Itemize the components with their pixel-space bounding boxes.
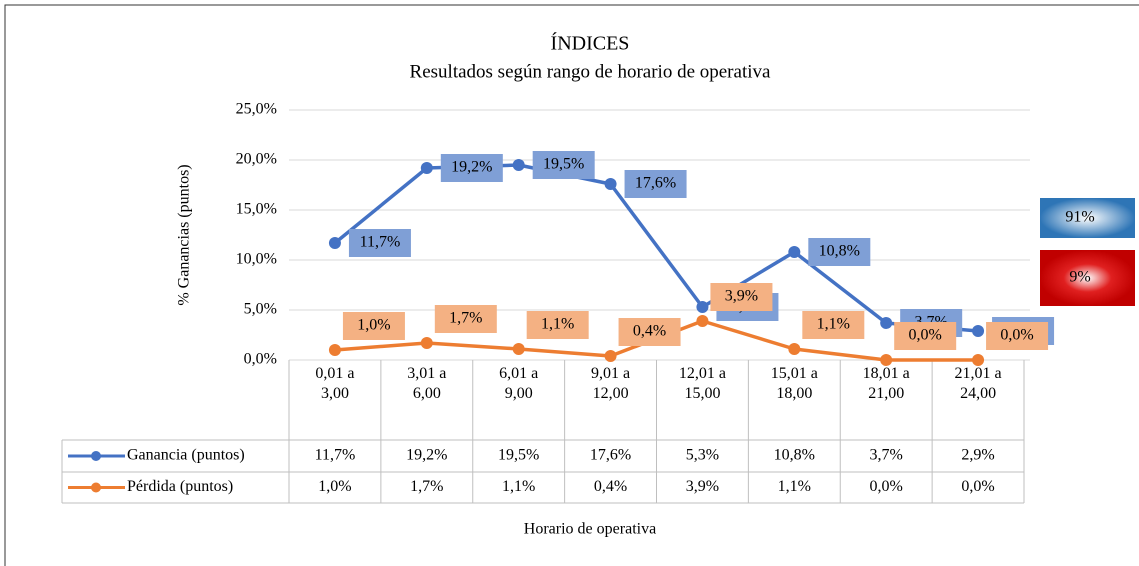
data-label-box — [808, 238, 871, 266]
data-label: 1,0% — [357, 317, 390, 334]
marker — [972, 354, 985, 366]
x-tick-label: 6,01 a 9,00 — [499, 365, 539, 402]
y-tick-label: 20,0% — [236, 151, 277, 168]
marker — [788, 246, 801, 258]
marker — [420, 162, 433, 174]
table-cell: 1,1% — [502, 478, 535, 495]
y-tick-label: 0,0% — [244, 351, 277, 368]
data-label: 10,8% — [819, 243, 860, 260]
data-label: 1,7% — [449, 310, 482, 327]
chart-subtitle: Resultados según rango de horario de ope… — [410, 61, 771, 82]
marker — [328, 344, 341, 356]
table-cell: 19,5% — [498, 447, 539, 464]
data-label-box — [342, 312, 405, 340]
data-label-box — [624, 170, 687, 198]
x-tick-label: 3,01 a 6,00 — [407, 365, 447, 402]
data-label-box — [526, 311, 589, 339]
marker — [880, 317, 893, 329]
table-cell: 11,7% — [315, 447, 356, 464]
data-label-box — [440, 154, 503, 182]
legend-marker — [91, 482, 101, 493]
annotation-box — [1040, 250, 1135, 306]
table-cell: 1,7% — [410, 478, 443, 495]
data-label: 1,1% — [541, 316, 574, 333]
data-label: 11,7% — [360, 234, 401, 251]
data-label: 0,4% — [633, 323, 666, 340]
table-cell: 2,9% — [961, 447, 994, 464]
data-label-box — [348, 229, 411, 257]
y-tick-label: 15,0% — [236, 201, 277, 218]
marker — [512, 343, 525, 355]
table-cell: 5,3% — [686, 447, 719, 464]
table-cell: 1,0% — [318, 478, 351, 495]
marker — [972, 325, 985, 337]
y-axis-title: % Ganancias (puntos) — [176, 164, 193, 305]
table-cell: 0,0% — [961, 478, 994, 495]
x-tick-label: 21,01 a 24,00 — [954, 365, 1002, 402]
table-cell: 3,9% — [686, 478, 719, 495]
data-label-box — [894, 322, 957, 350]
annotation-box — [1040, 198, 1135, 238]
marker — [696, 301, 709, 313]
x-tick-label: 9,01 a 12,00 — [591, 365, 631, 402]
marker — [420, 337, 433, 349]
table-cell: 0,4% — [594, 478, 627, 495]
data-label: 19,2% — [451, 159, 492, 176]
table-cell: 19,2% — [406, 447, 447, 464]
data-label: 1,1% — [817, 316, 850, 333]
data-label-box — [618, 318, 681, 346]
table-cell: 1,1% — [778, 478, 811, 495]
y-tick-label: 5,0% — [244, 301, 277, 318]
data-label-box — [986, 322, 1049, 350]
marker — [604, 178, 617, 190]
data-label-box — [802, 311, 865, 339]
marker — [788, 343, 801, 355]
table-cell: 10,8% — [774, 447, 815, 464]
table-cell: 17,6% — [590, 447, 631, 464]
marker — [328, 237, 341, 249]
marker — [696, 315, 709, 327]
data-label: 0,0% — [909, 327, 942, 344]
marker — [880, 354, 893, 366]
data-label: 19,5% — [543, 156, 584, 173]
data-label-box — [434, 305, 497, 333]
x-axis-title: Horario de operativa — [524, 521, 656, 538]
data-label-box — [532, 151, 595, 179]
y-tick-label: 25,0% — [236, 101, 277, 118]
x-tick-label: 0,01 a 3,00 — [315, 365, 355, 402]
chart-title: ÍNDICES — [551, 32, 630, 55]
legend-marker — [91, 451, 101, 461]
x-tick-label: 15,01 a 18,00 — [770, 365, 818, 402]
data-label: 3,9% — [725, 288, 758, 305]
marker — [512, 159, 525, 171]
table-cell: 0,0% — [870, 478, 903, 495]
x-tick-label: 18,01 a 21,00 — [862, 365, 910, 402]
legend-label: Pérdida (puntos) — [127, 478, 233, 495]
data-label: 17,6% — [635, 175, 676, 192]
legend-label: Ganancia (puntos) — [127, 447, 245, 464]
data-label: 0,0% — [1000, 327, 1033, 344]
annotation: 9% — [1069, 269, 1090, 286]
y-tick-label: 10,0% — [236, 251, 277, 268]
marker — [604, 350, 617, 362]
annotation: 91% — [1065, 209, 1094, 226]
data-label-box — [710, 283, 773, 311]
table-cell: 3,7% — [870, 447, 903, 464]
x-tick-label: 12,01 a 15,00 — [678, 365, 726, 402]
